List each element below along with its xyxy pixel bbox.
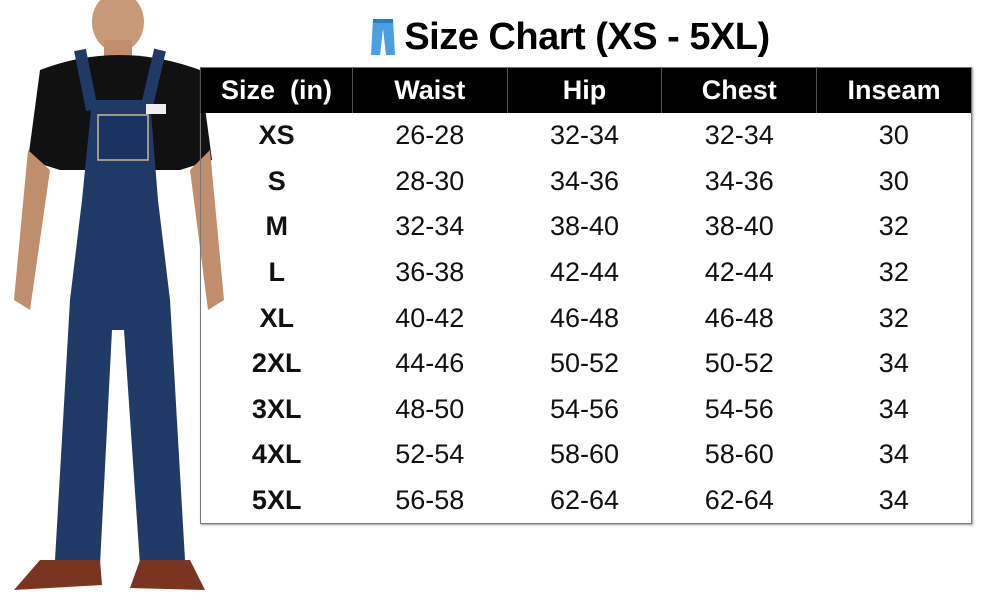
table-row: M 32-34 38-40 38-40 32 <box>201 204 972 250</box>
table-row: XS 26-28 32-34 32-34 30 <box>201 113 972 159</box>
table-header-row: Size (in) Waist Hip Chest Inseam <box>200 67 972 113</box>
table-row: 4XL 52-54 58-60 58-60 34 <box>201 432 972 478</box>
cell-waist: 44-46 <box>395 348 465 379</box>
column-header-inseam: Inseam <box>816 67 972 113</box>
table-row: L 36-38 42-44 42-44 32 <box>201 250 972 296</box>
cell-inseam: 32 <box>878 257 909 288</box>
cell-waist: 56-58 <box>395 485 465 516</box>
cell-inseam: 32 <box>878 211 909 242</box>
table-row: 3XL 48-50 54-56 54-56 34 <box>201 387 972 433</box>
cell-waist: 52-54 <box>395 439 465 470</box>
product-photo-overalls <box>14 0 224 590</box>
cell-waist: 26-28 <box>395 120 465 151</box>
cell-size: XS <box>258 120 295 151</box>
table-row: XL 40-42 46-48 46-48 32 <box>201 295 972 341</box>
cell-waist: 40-42 <box>395 302 465 333</box>
cell-waist: 32-34 <box>395 211 465 242</box>
cell-inseam: 34 <box>878 393 909 424</box>
cell-chest: 62-64 <box>704 485 774 516</box>
cell-waist: 36-38 <box>395 257 465 288</box>
cell-chest: 42-44 <box>704 257 774 288</box>
size-chart-table: Size (in) Waist Hip Chest Inseam XS 26-28 32-3… <box>200 67 972 525</box>
cell-hip: 34-36 <box>549 165 620 196</box>
table-row: 2XL 44-46 50-52 50-52 34 <box>201 341 972 387</box>
cell-hip: 46-48 <box>549 302 620 333</box>
cell-size: 5XL <box>251 485 302 516</box>
column-header-chest: Chest <box>661 67 817 113</box>
cell-size: M <box>265 211 288 242</box>
cell-hip: 38-40 <box>549 211 620 242</box>
cell-inseam: 34 <box>878 348 909 379</box>
cell-chest: 58-60 <box>704 439 774 470</box>
cell-chest: 50-52 <box>704 348 774 379</box>
cell-size: 2XL <box>251 348 302 379</box>
cell-hip: 50-52 <box>549 348 620 379</box>
cell-size: L <box>268 257 285 288</box>
cell-inseam: 34 <box>878 485 909 516</box>
column-header-waist: Waist <box>351 67 508 113</box>
cell-chest: 34-36 <box>704 165 774 196</box>
cell-hip: 62-64 <box>549 485 620 516</box>
cell-hip: 32-34 <box>549 120 620 151</box>
cell-inseam: 34 <box>878 439 909 470</box>
cell-chest: 32-34 <box>704 120 774 151</box>
cell-size: 4XL <box>251 439 302 470</box>
cell-hip: 58-60 <box>549 439 620 470</box>
column-header-hip: Hip <box>506 67 662 113</box>
cell-size: XL <box>259 302 294 333</box>
column-header-size: Size (in) <box>200 67 353 113</box>
cell-size: S <box>267 165 286 196</box>
page-title: Size Chart (XS - 5XL) <box>330 12 810 62</box>
title-text: Size Chart (XS - 5XL) <box>404 15 770 58</box>
cell-waist: 28-30 <box>395 165 465 196</box>
cell-chest: 54-56 <box>704 393 774 424</box>
cell-inseam: 30 <box>878 165 909 196</box>
table-row: 5XL 56-58 62-64 62-64 34 <box>201 478 972 524</box>
cell-inseam: 30 <box>878 120 909 151</box>
cell-chest: 46-48 <box>704 302 774 333</box>
cell-size: 3XL <box>251 393 302 424</box>
cell-waist: 48-50 <box>395 393 465 424</box>
table-row: S 28-30 34-36 34-36 30 <box>201 159 972 205</box>
cell-hip: 42-44 <box>549 257 620 288</box>
jeans-icon <box>371 19 396 55</box>
cell-chest: 38-40 <box>704 211 774 242</box>
cell-hip: 54-56 <box>549 393 620 424</box>
cell-inseam: 32 <box>878 302 909 333</box>
